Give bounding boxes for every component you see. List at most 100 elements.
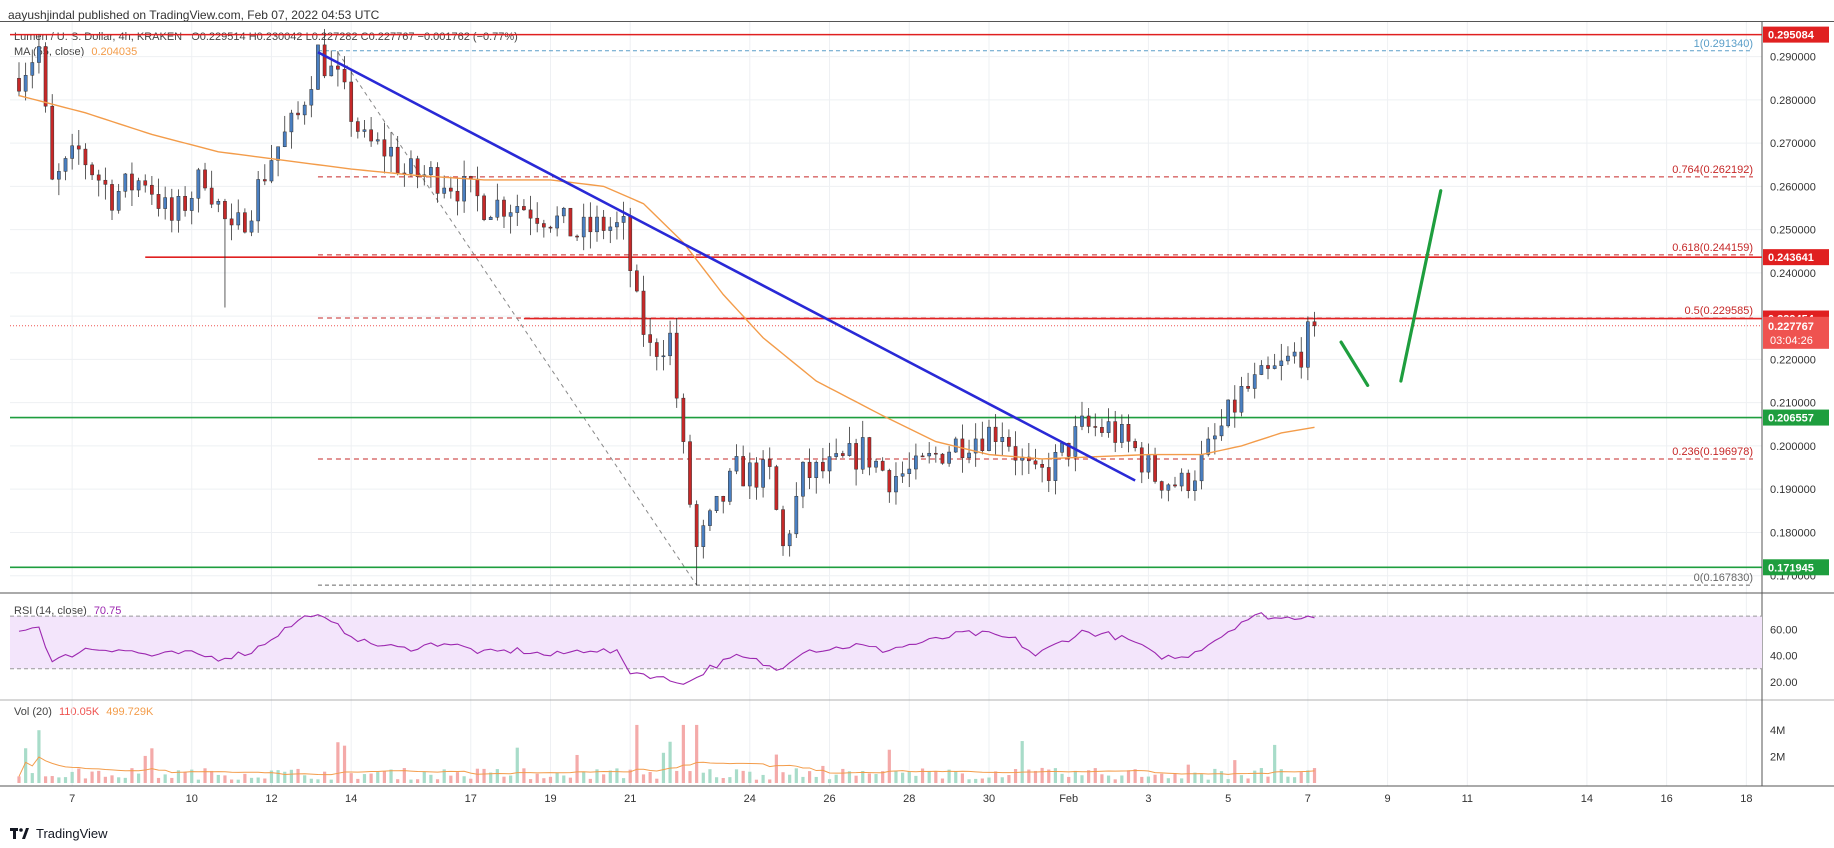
volume-bar — [156, 777, 161, 783]
candle-body — [243, 212, 247, 233]
volume-bar — [509, 775, 513, 783]
candle — [1040, 458, 1044, 483]
volume-bar — [1266, 776, 1270, 783]
candle-body — [455, 190, 460, 202]
candle-body — [43, 46, 48, 107]
candle — [502, 196, 506, 229]
candle — [402, 163, 407, 187]
candle — [1226, 399, 1230, 428]
volume-bar — [83, 778, 88, 783]
volume-bar — [136, 773, 141, 783]
candle — [76, 129, 81, 165]
candle — [1312, 311, 1317, 337]
candle — [834, 438, 839, 460]
volume-bar — [628, 769, 632, 783]
candle — [914, 443, 918, 480]
candle — [389, 132, 393, 173]
candle-body — [635, 270, 639, 292]
candle-body — [1306, 321, 1310, 368]
volume-bar — [1000, 777, 1004, 783]
candle — [568, 207, 573, 237]
ma-legend[interactable]: MA (55, close) 0.204035 — [14, 46, 137, 58]
candle-body — [1199, 454, 1204, 482]
volume-bar — [376, 772, 380, 783]
volume-bar — [940, 778, 945, 783]
candle — [1259, 360, 1264, 376]
candle-body — [1033, 460, 1038, 465]
candle-body — [714, 495, 719, 511]
time-tick-label: 9 — [1385, 793, 1391, 805]
candle — [648, 318, 652, 357]
candle-body — [608, 226, 613, 231]
candle — [130, 162, 134, 207]
candle-body — [336, 65, 340, 70]
candle-body — [568, 207, 573, 237]
candle-body — [116, 191, 121, 211]
volume-legend[interactable]: Vol (20) 110.05K 499.729K — [14, 706, 153, 718]
volume-bar — [362, 774, 367, 783]
volume-bar — [1120, 775, 1124, 783]
candle — [256, 171, 261, 233]
volume-bar — [854, 775, 858, 783]
candle-body — [189, 198, 194, 211]
candle — [369, 117, 373, 147]
candle — [1093, 413, 1098, 437]
candle — [993, 414, 998, 455]
candle — [63, 156, 68, 181]
candle — [110, 179, 114, 221]
candle-body — [296, 112, 300, 116]
volume-bar — [834, 774, 838, 783]
volume-bar — [602, 774, 606, 783]
volume-bar — [608, 770, 612, 783]
candle — [57, 163, 61, 196]
candle — [1179, 468, 1184, 492]
candle — [1232, 385, 1237, 428]
candle — [322, 28, 327, 79]
current-price-tag: 0.227767 03:04:26 — [1763, 316, 1829, 349]
volume-bar — [30, 773, 34, 783]
candle-body — [249, 220, 254, 233]
volume-bar — [582, 771, 586, 783]
price-tick-label: 0.250000 — [1770, 225, 1816, 237]
candle-body — [169, 197, 174, 221]
volume-bar — [535, 773, 539, 783]
descending-trendline — [317, 51, 1136, 482]
volume-bar — [914, 775, 918, 783]
candle — [688, 434, 692, 508]
candle — [1292, 342, 1297, 364]
candle-body — [30, 62, 35, 76]
volume-bar — [768, 779, 772, 783]
volume-bar — [1033, 770, 1038, 783]
candle-body — [1066, 442, 1071, 457]
volume-bar — [50, 776, 54, 783]
candle-body — [1126, 424, 1131, 442]
candle-body — [681, 397, 686, 442]
volume-bar — [774, 754, 778, 783]
candle — [1086, 408, 1091, 434]
price-tag: 0.171945 — [1763, 559, 1829, 576]
candle — [1120, 414, 1124, 448]
candle-body — [555, 215, 559, 229]
rsi-label: RSI (14, close) — [14, 605, 87, 617]
candle — [150, 176, 154, 205]
candle-body — [548, 226, 553, 229]
candle — [1080, 401, 1084, 431]
candle-body — [654, 342, 659, 357]
candle — [847, 426, 852, 457]
volume-bar — [555, 772, 559, 783]
rsi-legend[interactable]: RSI (14, close) 70.75 — [14, 605, 121, 617]
volume-bar — [289, 769, 293, 783]
candle — [495, 183, 500, 221]
candle — [30, 49, 35, 89]
volume-bar — [216, 774, 220, 783]
candle — [1239, 376, 1244, 417]
candle-body — [302, 104, 307, 116]
candle-body — [183, 196, 187, 211]
candle — [96, 169, 101, 197]
candle — [1133, 438, 1137, 452]
candle — [807, 448, 812, 490]
volume-bar — [1259, 768, 1263, 783]
candle-body — [561, 207, 566, 217]
candle — [821, 447, 825, 479]
